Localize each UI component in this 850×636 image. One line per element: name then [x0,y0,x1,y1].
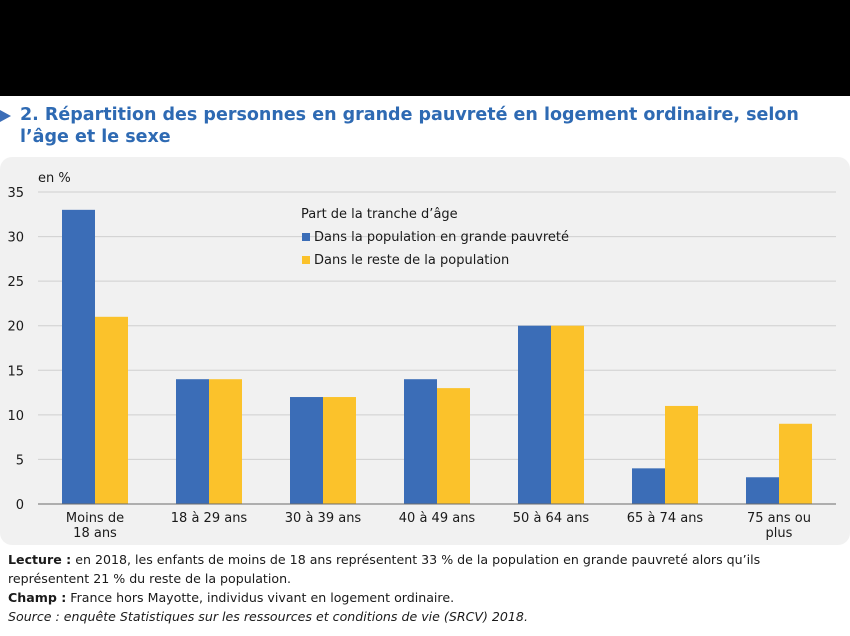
bar-grande-pauvrete [176,379,209,504]
y-tick-label: 35 [7,186,24,201]
x-tick-label: 75 ans ou plus [747,511,811,541]
y-tick-label: 20 [7,320,24,335]
y-tick-label: 15 [7,364,24,379]
figure-title: 2. Répartition des personnes en grande p… [20,105,799,147]
top-black-band [0,0,850,96]
x-tick-label: 50 à 64 ans [513,511,590,526]
x-tick-label: 40 à 49 ans [399,511,476,526]
y-tick-label: 0 [16,498,24,513]
y-tick-label: 10 [7,409,24,424]
lecture-note: Lecture : en 2018, les enfants de moins … [8,550,844,588]
x-tick-label-line: 40 à 49 ans [399,511,476,526]
y-tick-label: 5 [16,453,24,468]
legend-label: Dans le reste de la population [314,253,509,268]
x-tick-label-line: 75 ans ou [747,511,811,526]
y-axis-label: en % [38,171,71,186]
bar-grande-pauvrete [290,397,323,504]
bars [62,209,812,505]
x-tick-label-line: 18 ans [73,526,117,541]
legend-title: Part de la tranche d’âge [301,207,458,222]
bar-grande-pauvrete [62,209,95,505]
x-tick-label-line: plus [766,526,793,541]
x-tick-label-line: 30 à 39 ans [285,511,362,526]
y-tick-label: 30 [7,231,24,246]
legend: Part de la tranche d’âge Dans la populati… [301,207,569,268]
x-tick-label-line: 18 à 29 ans [171,511,248,526]
champ-text: France hors Mayotte, individus vivant en… [66,590,455,605]
source-note: Source : enquête Statistiques sur les re… [8,609,528,624]
arrow-icon [0,110,11,122]
x-tick-label: 65 à 74 ans [627,511,704,526]
figure-notes: Lecture : en 2018, les enfants de moins … [8,550,844,626]
bar-reste-population [551,325,584,504]
x-axis-ticks: Moins de 18 ans 18 à 29 ans 30 à 39 ans 40 à… [66,511,811,541]
legend-label: Dans la population en grande pauvreté [314,230,569,245]
bar-reste-population [95,316,128,504]
bar-reste-population [209,379,242,504]
bar-reste-population [779,423,812,504]
bar-reste-population [323,397,356,504]
champ-label: Champ : [8,590,67,605]
x-tick-label-line: Moins de [66,511,124,526]
champ-note: Champ : France hors Mayotte, individus v… [8,588,844,607]
x-tick-label-line: 50 à 64 ans [513,511,590,526]
legend-swatch [302,233,310,241]
x-tick-label-line: 65 à 74 ans [627,511,704,526]
x-tick-label: 18 à 29 ans [171,511,248,526]
lecture-text: en 2018, les enfants de moins de 18 ans … [8,552,761,586]
bar-reste-population [437,388,470,504]
y-axis-ticks: 0 5 10 15 20 25 30 35 [7,186,24,513]
grid-lines [38,191,836,460]
legend-swatch [302,256,310,264]
bar-grande-pauvrete [404,379,437,504]
lecture-label: Lecture : [8,552,72,567]
bar-grande-pauvrete [632,468,665,504]
bar-chart: 0 5 10 15 20 25 30 35 en % Moins de 18 ans 18 à 2… [7,171,836,541]
x-tick-label: 30 à 39 ans [285,511,362,526]
bar-reste-population [665,405,698,504]
bar-grande-pauvrete [518,325,551,504]
bar-grande-pauvrete [746,477,779,504]
x-tick-label: Moins de 18 ans [66,511,124,541]
y-tick-label: 25 [7,275,24,290]
